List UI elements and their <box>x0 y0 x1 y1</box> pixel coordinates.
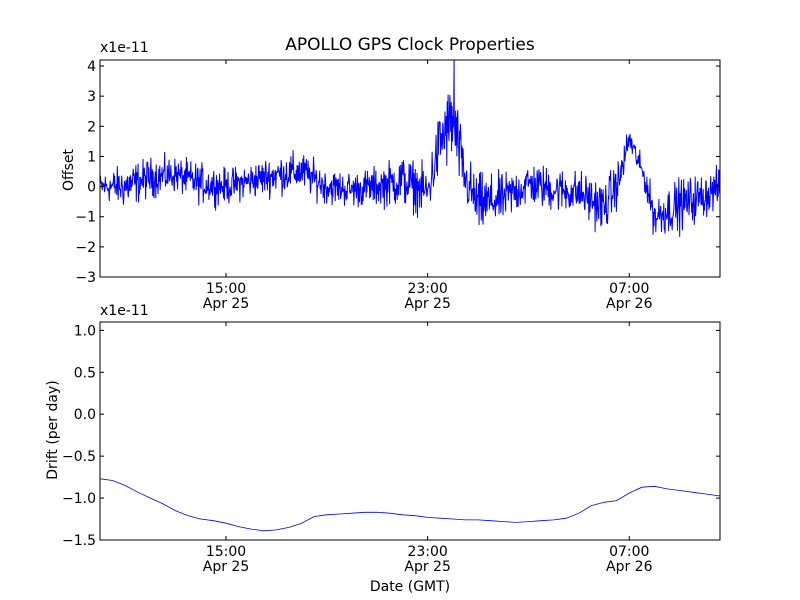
drift-plot-frame <box>99 321 721 541</box>
y-tick-label: −2 <box>75 240 96 256</box>
y-tick-label: 2 <box>87 119 96 135</box>
x-tick-label-time: 23:00 <box>407 281 447 297</box>
y-tick-label: 4 <box>87 59 96 75</box>
drift-axis-label: Drift (per day) <box>45 380 61 479</box>
y-tick-label: −0.5 <box>62 449 96 465</box>
date-axis-label: Date (GMT) <box>370 579 450 595</box>
x-tick-label-date: Apr 25 <box>203 559 249 575</box>
y-tick-label: 1.0 <box>74 323 96 339</box>
y-tick-label: 1 <box>87 149 96 165</box>
y-tick-label: 0.5 <box>74 365 96 381</box>
offset-axis-label: Offset <box>61 148 77 191</box>
x-tick-label-date: Apr 25 <box>404 296 450 312</box>
x-tick-label-time: 15:00 <box>206 544 246 560</box>
x-tick-label-date: Apr 26 <box>606 559 653 575</box>
drift-scale-label: x1e-11 <box>100 303 149 319</box>
x-tick-label-time: 07:00 <box>609 281 649 297</box>
y-tick-label: 3 <box>87 89 96 105</box>
x-tick-label-time: 07:00 <box>609 544 649 560</box>
y-tick-label: −1 <box>75 210 96 226</box>
offset-series-line <box>100 60 720 237</box>
drift-series-line <box>100 478 720 532</box>
x-tick-label-date: Apr 26 <box>606 296 653 312</box>
chart-title: APOLLO GPS Clock Properties <box>285 35 535 55</box>
x-tick-label-time: 23:00 <box>407 544 447 560</box>
y-tick-label: −3 <box>75 270 96 286</box>
offset-scale-label: x1e-11 <box>100 40 149 56</box>
y-tick-label: 0.0 <box>74 407 96 423</box>
x-tick-label-date: Apr 25 <box>203 296 249 312</box>
y-tick-label: −1.5 <box>62 533 96 549</box>
offset-plot-frame <box>99 59 721 278</box>
x-tick-label-date: Apr 25 <box>404 559 450 575</box>
y-tick-label: −1.0 <box>62 491 96 507</box>
y-tick-label: 0 <box>87 180 96 196</box>
x-tick-label-time: 15:00 <box>206 281 246 297</box>
